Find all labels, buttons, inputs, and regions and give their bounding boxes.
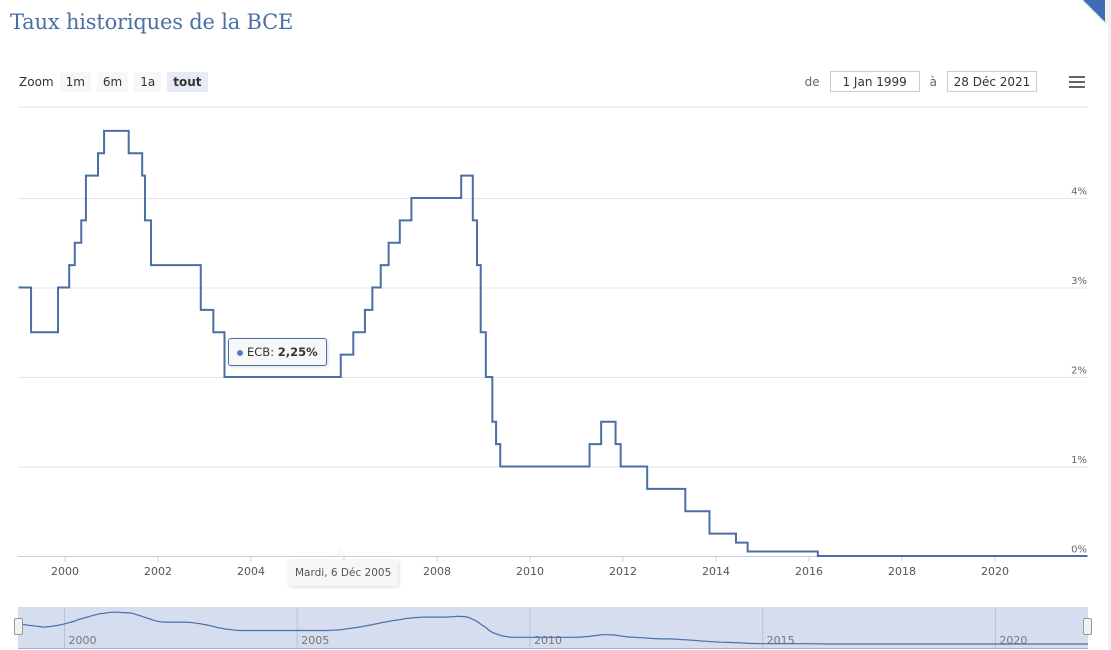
navigator-right-handle[interactable]: [1083, 618, 1092, 635]
to-date-input[interactable]: [947, 71, 1037, 92]
zoom-selector: Zoom 1m 6m 1a tout: [19, 72, 214, 92]
tooltip: ECB: 2,25%: [228, 338, 327, 366]
zoom-button-1m[interactable]: 1m: [59, 72, 91, 92]
x-tick-label: 2020: [981, 565, 1009, 578]
x-tick-label: 2002: [144, 565, 172, 578]
x-tick-label: 2000: [51, 565, 79, 578]
chart-title: Taux historiques de la BCE: [10, 10, 294, 34]
tooltip-value: 2,25%: [277, 345, 318, 359]
y-tick-label: 2%: [1071, 366, 1087, 377]
x-tick-label: 2012: [609, 565, 637, 578]
navigator-left-handle[interactable]: [14, 618, 23, 635]
x-tick-label: 2016: [795, 565, 823, 578]
from-date-input[interactable]: [829, 71, 920, 92]
zoom-button-6m[interactable]: 6m: [96, 72, 129, 92]
x-tick-label: 2004: [237, 565, 265, 578]
to-label: à: [929, 74, 937, 89]
navigator[interactable]: [18, 607, 1088, 649]
zoom-button-tout[interactable]: tout: [167, 72, 208, 92]
x-tick-label: 2018: [888, 565, 916, 578]
from-label: de: [804, 74, 820, 89]
zoom-label: Zoom: [19, 75, 54, 89]
y-tick-label: 0%: [1071, 545, 1087, 556]
x-tick-label: 2010: [516, 565, 544, 578]
scrollbar-edge: [1108, 0, 1111, 650]
x-tick-label: 2008: [423, 565, 451, 578]
ecb-rate-line[interactable]: [18, 129, 1088, 557]
hamburger-menu-icon[interactable]: [1069, 76, 1085, 88]
y-tick-label: 3%: [1071, 276, 1087, 287]
corner-triangle-icon: [1083, 0, 1105, 22]
x-tick-label: 2014: [702, 565, 730, 578]
zoom-button-1a[interactable]: 1a: [134, 72, 162, 92]
y-tick-label: 4%: [1071, 187, 1087, 198]
tooltip-series: ECB: [247, 345, 271, 359]
series-dot-icon: [237, 349, 243, 356]
y-tick-label: 1%: [1071, 455, 1087, 466]
date-range-selector: de à: [805, 71, 1047, 92]
crosshair-date-label: Mardi, 6 Déc 2005: [288, 560, 399, 586]
